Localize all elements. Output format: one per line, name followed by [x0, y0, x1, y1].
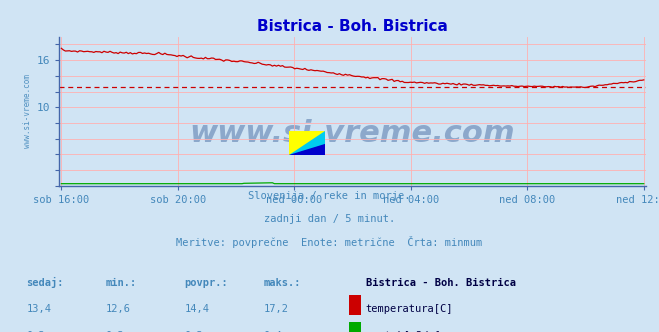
Text: zadnji dan / 5 minut.: zadnji dan / 5 minut.	[264, 214, 395, 224]
Text: 12,6: 12,6	[105, 304, 130, 314]
Text: www.si-vreme.com: www.si-vreme.com	[22, 74, 32, 148]
Text: sedaj:: sedaj:	[26, 277, 64, 288]
Text: 0,3: 0,3	[185, 331, 203, 332]
Text: 13,4: 13,4	[26, 304, 51, 314]
Text: povpr.:: povpr.:	[185, 278, 228, 288]
Text: pretok[m3/s]: pretok[m3/s]	[366, 331, 441, 332]
Text: 14,4: 14,4	[185, 304, 210, 314]
Title: Bistrica - Boh. Bistrica: Bistrica - Boh. Bistrica	[257, 19, 448, 34]
Text: 0,3: 0,3	[26, 331, 45, 332]
Text: www.si-vreme.com: www.si-vreme.com	[190, 119, 515, 148]
Text: Meritve: povprečne  Enote: metrične  Črta: minmum: Meritve: povprečne Enote: metrične Črta:…	[177, 236, 482, 248]
Polygon shape	[289, 131, 326, 155]
Text: temperatura[C]: temperatura[C]	[366, 304, 453, 314]
Text: maks.:: maks.:	[264, 278, 301, 288]
Polygon shape	[289, 131, 326, 155]
Text: 0,3: 0,3	[105, 331, 124, 332]
Polygon shape	[289, 144, 326, 155]
Text: 17,2: 17,2	[264, 304, 289, 314]
Text: 0,4: 0,4	[264, 331, 282, 332]
Text: min.:: min.:	[105, 278, 136, 288]
Text: Bistrica - Boh. Bistrica: Bistrica - Boh. Bistrica	[366, 278, 516, 288]
Text: Slovenija / reke in morje.: Slovenija / reke in morje.	[248, 191, 411, 201]
